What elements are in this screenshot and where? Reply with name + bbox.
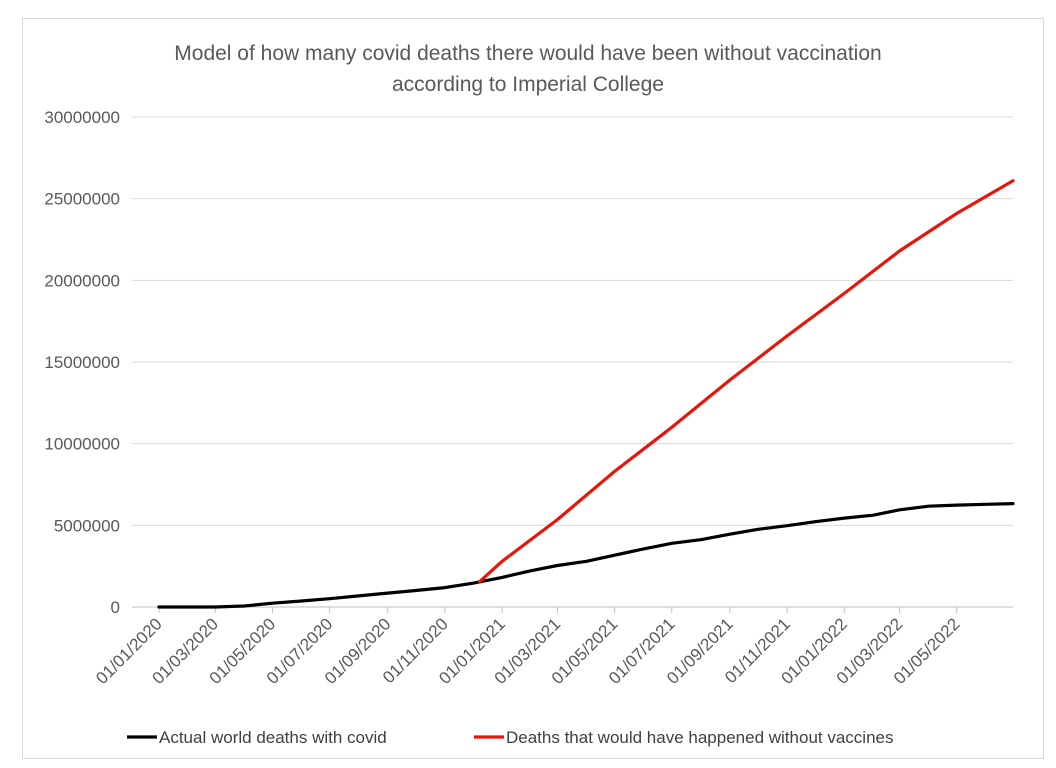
gridlines — [132, 116, 1013, 608]
series-lines — [157, 179, 1015, 609]
y-tick-label: 5000000 — [54, 516, 120, 535]
legend-label: Deaths that would have happened without … — [506, 728, 893, 747]
legend-label: Actual world deaths with covid — [159, 728, 387, 747]
chart-title-line-1: Model of how many covid deaths there wou… — [174, 42, 882, 65]
y-tick-label: 30000000 — [44, 108, 120, 127]
y-tick-label: 15000000 — [44, 353, 120, 372]
chart-title-line-2: according to Imperial College — [392, 73, 664, 96]
y-tick-label: 0 — [111, 598, 120, 617]
y-tick-label: 10000000 — [44, 435, 120, 454]
series-line-without-vaccines — [478, 179, 1015, 584]
y-tick-label: 25000000 — [44, 190, 120, 209]
x-axis-ticks: 01/01/202001/03/202001/05/202001/07/2020… — [92, 607, 964, 688]
chart-frame — [22, 18, 1044, 759]
series-line-actual-deaths — [157, 502, 1015, 609]
y-axis-ticks: 0 5000000 10000000 15000000 20000000 25000000… — [44, 108, 120, 617]
legend: Actual world deaths with covid Deaths tha… — [127, 728, 893, 747]
y-tick-label: 20000000 — [44, 271, 120, 290]
chart-title: Model of how many covid deaths there wou… — [0, 38, 1056, 100]
